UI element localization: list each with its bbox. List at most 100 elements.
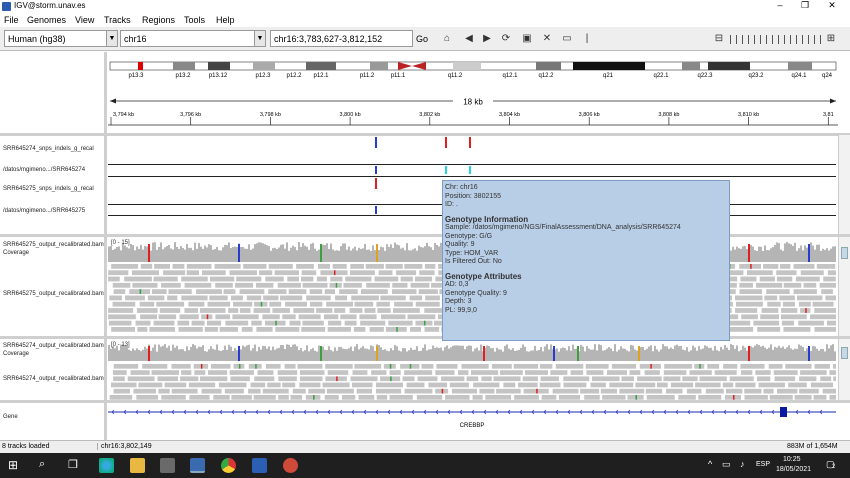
notification-icon[interactable]: ▢ [826, 459, 835, 469]
read [558, 395, 581, 400]
igv-task-icon[interactable] [190, 458, 205, 473]
menu-tools[interactable]: Tools [184, 15, 206, 25]
locus-input[interactable]: chr16:3,783,627-3,812,152 [270, 30, 413, 47]
restore-button[interactable]: ❐ [800, 0, 810, 10]
genotype-call[interactable] [375, 206, 377, 214]
app-icon[interactable] [283, 458, 298, 473]
coverage-label-bam274[interactable]: SRR645274_output_recalibrated.bam Covera… [3, 343, 104, 357]
forward-icon[interactable]: ▶ [483, 33, 491, 44]
read [158, 388, 170, 394]
refresh-icon[interactable]: ⟳ [501, 33, 511, 44]
variant-site[interactable] [469, 137, 471, 148]
chromosome-select[interactable]: chr16 ▼ [120, 30, 266, 47]
word-icon[interactable] [252, 458, 267, 473]
read [539, 364, 553, 369]
coverage-bar [688, 351, 690, 361]
track-label-vcf275[interactable]: SRR645275_snps_indels_g_recal [3, 186, 94, 192]
coverage-bar [392, 247, 394, 262]
read [607, 370, 627, 375]
remote-app-icon[interactable] [160, 458, 175, 473]
read [776, 270, 797, 276]
menu-genomes[interactable]: Genomes [27, 15, 67, 25]
menu-help[interactable]: Help [216, 15, 235, 25]
coverage-bar [828, 348, 830, 361]
coverage-bar [732, 246, 734, 262]
bam274-scrollbar[interactable] [838, 339, 850, 400]
home-icon[interactable]: ⌂ [443, 33, 451, 44]
clock-date[interactable]: 18/05/2021 [776, 466, 812, 473]
menu-regions[interactable]: Regions [142, 15, 176, 25]
go-button[interactable]: Go [416, 34, 429, 44]
variant-site[interactable] [445, 137, 447, 148]
coverage-bar [380, 246, 382, 262]
roi-icon[interactable]: ▣ [522, 33, 532, 44]
gene-exon[interactable] [780, 407, 787, 417]
genotype-call[interactable] [445, 166, 447, 174]
variant-site[interactable] [375, 137, 377, 148]
coverage-bar [780, 249, 782, 262]
track-divider [108, 164, 836, 165]
genotype-call[interactable] [469, 166, 471, 174]
coverage-bar [718, 351, 720, 361]
zoom-in-icon[interactable]: ⊞ [826, 33, 836, 44]
zoom-out-icon[interactable]: ⊟ [714, 33, 724, 44]
variant-divider[interactable] [0, 234, 850, 237]
coverage-bar [262, 345, 264, 361]
file-explorer-icon[interactable] [130, 458, 145, 473]
resize-icon[interactable]: ✕ [542, 33, 552, 44]
coverage-bar [676, 344, 678, 361]
scroll-thumb[interactable] [841, 347, 848, 359]
track-label-vcf274[interactable]: SRR645274_snps_indels_g_recal [3, 146, 94, 152]
reads-label-bam275[interactable]: SRR645275_output_recalibrated.bam [3, 291, 104, 297]
coverage-bar [362, 346, 364, 361]
alignment-panel-bam274[interactable]: [0 - 13] [108, 339, 838, 401]
header-divider[interactable] [0, 133, 850, 136]
clock-time[interactable]: 10:25 [783, 456, 801, 463]
minimize-button[interactable]: – [777, 0, 783, 10]
edge-icon[interactable] [99, 458, 114, 473]
windows-start-icon[interactable]: ⊞ [8, 458, 19, 472]
coverage-bar [750, 245, 752, 262]
popup-info-icon[interactable]: ▭ [562, 33, 572, 44]
coverage-bar [406, 351, 408, 361]
coverage-bar [798, 344, 800, 361]
variant-scrollbar[interactable] [838, 135, 850, 234]
coverage-label-bam275[interactable]: SRR645275_output_recalibrated.bam Covera… [3, 242, 104, 256]
close-button[interactable]: ✕ [828, 0, 836, 10]
genotype-call[interactable] [375, 166, 377, 174]
read-mismatch [409, 364, 412, 369]
coverage-bar [654, 345, 656, 361]
coverage-bar [698, 346, 700, 361]
chevron-down-icon[interactable]: ▼ [106, 31, 117, 46]
track-label-sample275[interactable]: /datos/mgimeno.../SRR645275 [3, 208, 86, 214]
track-name-panel [0, 52, 104, 440]
chrome-icon[interactable] [221, 458, 236, 473]
bam275-scrollbar[interactable] [838, 237, 850, 336]
gene-track[interactable]: CREBBP [108, 404, 838, 438]
network-icon[interactable]: ▭ [722, 459, 731, 469]
panel-splitter[interactable] [104, 52, 107, 440]
gene-divider[interactable] [0, 400, 850, 403]
back-icon[interactable]: ◀ [465, 33, 473, 44]
reads-label-bam274[interactable]: SRR645274_output_recalibrated.bam [3, 376, 104, 382]
band-p13.12 [208, 62, 230, 70]
menu-tracks[interactable]: Tracks [104, 15, 131, 25]
chevron-down-icon[interactable]: ▼ [254, 31, 265, 46]
bam-divider[interactable] [0, 336, 850, 339]
task-view-icon[interactable]: ❐ [68, 459, 78, 471]
genome-select[interactable]: Human (hg38) ▼ [4, 30, 118, 47]
scroll-thumb[interactable] [841, 247, 848, 259]
variant-site[interactable] [375, 178, 377, 189]
menu-view[interactable]: View [75, 15, 95, 25]
gene-track-label[interactable]: Gene [3, 414, 18, 420]
read [418, 289, 438, 294]
menu-file[interactable]: File [4, 15, 19, 25]
tray-chevron-icon[interactable]: ^ [708, 459, 713, 469]
coverage-bar [160, 242, 162, 262]
language-indicator[interactable]: ESP [756, 461, 771, 468]
zoom-slider[interactable] [730, 35, 822, 44]
track-divider [108, 176, 836, 177]
volume-icon[interactable]: ♪ [740, 459, 745, 469]
track-label-sample274[interactable]: /datos/mgimeno.../SRR645274 [3, 167, 86, 173]
search-icon[interactable]: ⌕ [39, 458, 46, 470]
